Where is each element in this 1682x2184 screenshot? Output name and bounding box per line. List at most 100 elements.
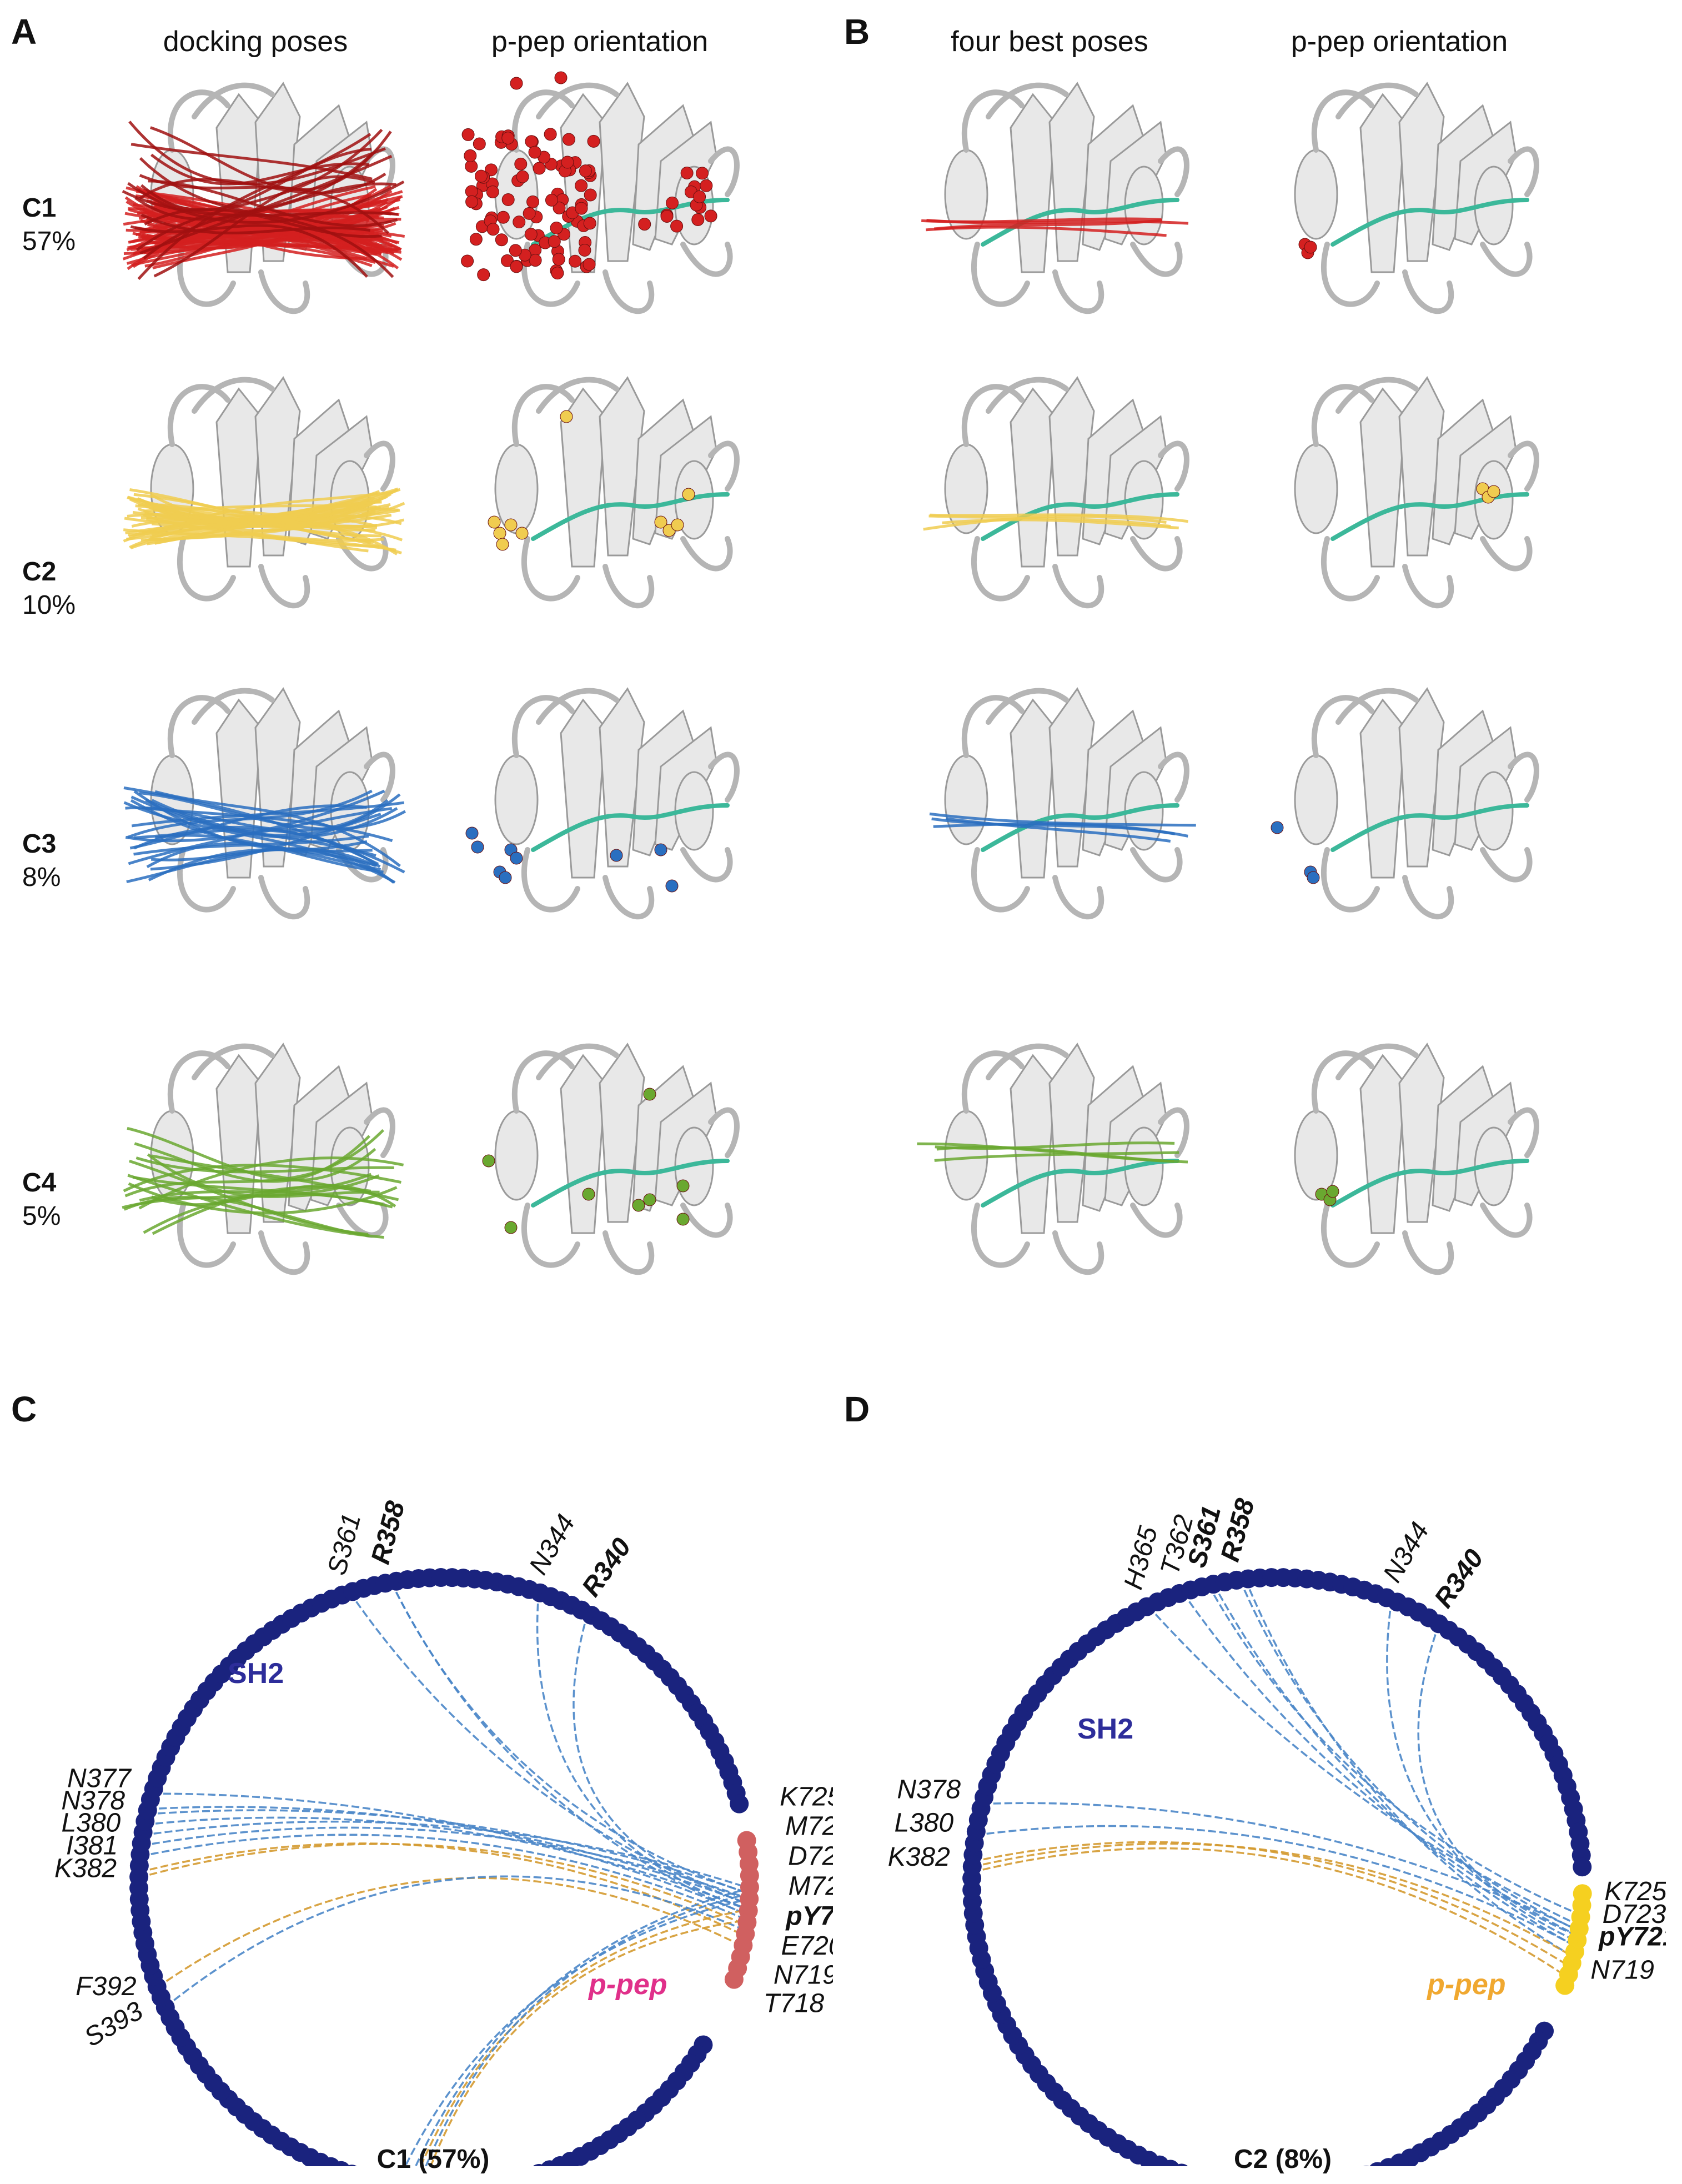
orientation-dot: [533, 162, 546, 175]
orientation-dot: [499, 871, 512, 884]
loop: [511, 695, 575, 758]
contact-arc: [971, 1847, 1569, 1978]
ppep-orientation-dots: [488, 410, 695, 551]
loop: [1321, 1203, 1380, 1268]
cluster-id: C4: [22, 1168, 57, 1198]
loop: [1508, 1107, 1539, 1158]
loop: [680, 847, 733, 883]
orientation-dot: [579, 164, 592, 178]
orientation-dot: [486, 185, 499, 198]
orientation-dot: [548, 235, 561, 248]
orientation-dot: [696, 167, 709, 180]
protein-cartoon: [944, 687, 1189, 920]
protein-cartoon: [1294, 1043, 1539, 1275]
loop: [1321, 847, 1380, 913]
residue-label: M724: [785, 1812, 833, 1841]
orientation-dot: [1307, 871, 1320, 884]
loop: [708, 1107, 740, 1158]
loop: [1311, 695, 1374, 758]
loop: [1480, 1203, 1533, 1238]
orientation-dot: [493, 527, 506, 540]
alpha-helix: [944, 754, 988, 845]
beta-strand: [1359, 1054, 1406, 1234]
docking-pose-bundle: [923, 513, 1188, 531]
alpha-helix: [1294, 754, 1338, 845]
residue-dots: [129, 1568, 759, 2184]
loop: [680, 536, 733, 572]
loop: [177, 242, 236, 307]
residue-label: H365: [1118, 1523, 1163, 1592]
cluster-pct: 57%: [22, 227, 76, 256]
loop: [602, 564, 655, 609]
cluster-pct: 8%: [22, 863, 61, 892]
col-title-docking-poses: docking poses: [163, 26, 348, 58]
panel-letter-d: D: [844, 1389, 870, 1429]
loop: [511, 1050, 575, 1114]
loop: [1311, 1050, 1374, 1114]
pose-trace: [147, 1153, 380, 1198]
pose-trace: [153, 207, 400, 252]
loop: [602, 269, 655, 314]
contact-arc: [972, 1841, 1571, 1968]
loop: [1052, 564, 1104, 609]
contact-arc: [972, 1842, 1574, 1958]
pose-trace: [928, 514, 1171, 528]
loop: [192, 1043, 275, 1080]
structure-c3-col1: [106, 667, 416, 955]
row-label-c1: C1 57%: [22, 192, 76, 258]
loop: [602, 875, 655, 920]
orientation-dot: [488, 515, 501, 529]
loop: [536, 1043, 619, 1080]
loop: [1158, 752, 1189, 803]
pose-trace: [139, 154, 393, 255]
pose-trace: [133, 493, 378, 528]
orientation-dot: [504, 1221, 518, 1234]
structure-c1-col4: [1249, 61, 1560, 350]
protein-cartoon: [494, 687, 740, 920]
orientation-dot: [665, 879, 679, 893]
residue-label: R340: [1429, 1544, 1489, 1614]
row-label-c2: C2 10%: [22, 555, 76, 622]
loop: [1321, 242, 1380, 307]
contact-arcs: [138, 1581, 750, 2184]
loop: [986, 82, 1069, 119]
contact-arc: [139, 1834, 748, 1921]
loop: [986, 688, 1069, 725]
pose-trace: [153, 175, 375, 278]
loop: [258, 564, 310, 609]
contact-arc: [164, 1875, 746, 2008]
pose-trace: [154, 790, 401, 868]
pose-trace: [144, 208, 382, 238]
ppep-orientation-dots: [465, 826, 679, 893]
residue-label: K382: [54, 1854, 117, 1884]
pose-trace: [128, 121, 386, 186]
residue-label: L380: [61, 1809, 120, 1838]
alpha-helix: [1294, 149, 1338, 240]
contact-arc: [1207, 1585, 1581, 1916]
orientation-dot: [632, 1199, 645, 1212]
docking-pose-bundle: [122, 1126, 404, 1239]
orientation-dot: [510, 260, 523, 273]
orientation-dot: [461, 254, 474, 268]
loop: [1402, 875, 1454, 920]
orientation-dot: [676, 1179, 690, 1193]
orientation-dot: [584, 188, 597, 202]
loop: [258, 875, 310, 920]
orientation-dot: [1271, 821, 1284, 834]
loop: [511, 384, 575, 447]
loop: [708, 440, 740, 492]
orientation-dot: [583, 258, 596, 271]
pose-trace: [935, 1141, 1175, 1150]
pose-trace: [934, 219, 1163, 231]
orientation-dot: [496, 211, 510, 224]
reference-peptide: [531, 1159, 730, 1208]
cluster-pct: 10%: [22, 590, 76, 620]
beta-strand: [1010, 93, 1056, 273]
row-label-c4: C4 5%: [22, 1166, 61, 1233]
loop: [1335, 82, 1419, 119]
orientation-dot: [509, 244, 522, 257]
orientation-dot: [575, 179, 588, 192]
loop: [1508, 752, 1539, 803]
orientation-dot: [554, 71, 568, 84]
protein-cartoon: [1294, 687, 1539, 920]
